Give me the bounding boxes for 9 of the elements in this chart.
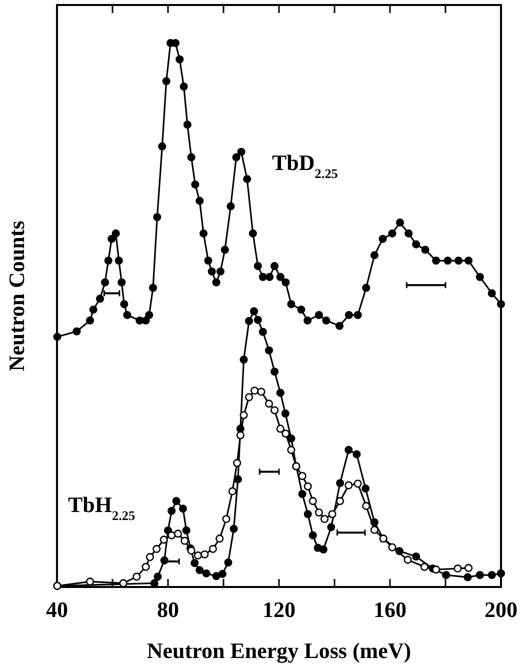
x-tick-label: 160 [374,597,406,622]
x-axis-title: Neutron Energy Loss (meV) [146,638,412,663]
x-tick-label: 120 [262,597,296,622]
y-axis-title: Neutron Counts [4,220,29,372]
series-label: TbH$_{2.25}$ [68,492,136,522]
series-label: TbD$_{2.25}$ [272,150,338,180]
x-tick-label: 40 [46,597,68,622]
x-tick-label: 80 [157,597,179,622]
x-tick-label: 200 [484,597,518,622]
